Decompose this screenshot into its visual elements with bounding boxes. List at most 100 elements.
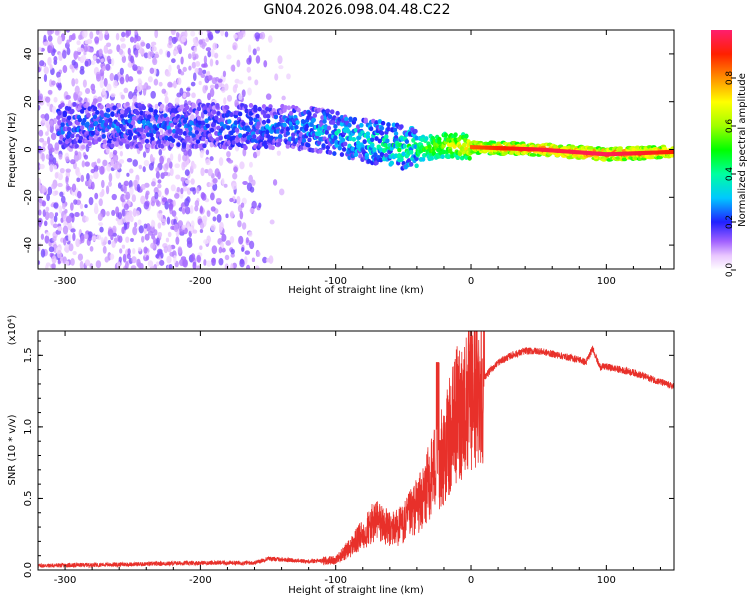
heatmap-noise-cell — [215, 59, 219, 66]
heatmap-noise-cell — [249, 161, 253, 168]
heatmap-noise-cell — [136, 70, 143, 75]
snr-ytick-label: 1.5 — [23, 347, 34, 363]
heatmap-ridge-cell — [657, 155, 663, 160]
heatmap-noise-cell — [208, 182, 214, 187]
heatmap-noise-cell — [168, 64, 172, 73]
heatmap-core-cell — [502, 146, 505, 151]
heatmap-noise-cell — [169, 153, 174, 161]
heatmap-noise-cell — [140, 195, 146, 205]
heatmap-noise-cell — [77, 253, 84, 261]
heatmap-noise-cell — [231, 182, 238, 190]
heatmap-noise-cell — [119, 150, 123, 157]
heatmap-ridge-cell — [115, 121, 121, 127]
heatmap-noise-cell — [49, 79, 53, 87]
heatmap-ridge-cell — [310, 147, 315, 153]
heatmap-core-cell — [560, 149, 563, 154]
heatmap-noise-cell — [100, 57, 105, 63]
heatmap-noise-cell — [121, 226, 125, 235]
heatmap-ridge-cell — [250, 137, 256, 143]
heatmap-ridge-cell — [66, 115, 72, 121]
heatmap-ridge-cell — [320, 115, 325, 120]
heatmap-core-cell — [671, 149, 674, 154]
heatmap-noise-cell — [150, 242, 156, 249]
heatmap-noise-cell — [163, 245, 169, 254]
heatmap-ridge-cell — [285, 126, 290, 132]
heatmap-noise-cell — [47, 45, 53, 54]
heatmap-noise-cell — [46, 136, 51, 145]
heatmap-core-cell — [556, 148, 559, 153]
heatmap-ridge-cell — [424, 136, 429, 141]
heatmap-noise-cell — [151, 181, 156, 187]
heatmap-noise-cell — [47, 186, 53, 196]
heatmap-core-cell — [652, 150, 655, 155]
heatmap-noise-cell — [140, 183, 146, 191]
heatmap-core-cell — [539, 147, 542, 152]
heatmap-core-cell — [629, 151, 632, 156]
heatmap-noise-cell — [210, 192, 215, 201]
heatmap-ridge-cell — [141, 105, 147, 111]
heatmap-noise-cell — [203, 259, 207, 266]
heatmap-ridge-cell — [68, 137, 73, 143]
heatmap-ridge-cell — [530, 153, 537, 157]
heatmap-noise-cell — [278, 65, 284, 70]
heatmap-noise-cell — [191, 61, 197, 69]
heatmap-ridge-cell — [160, 143, 165, 149]
heatmap-core-cell — [595, 151, 599, 156]
heatmap-ridge-cell — [93, 139, 99, 145]
heatmap-core-cell — [575, 150, 578, 155]
heatmap-noise-cell — [82, 30, 88, 38]
heatmap-noise-cell — [183, 149, 189, 156]
heatmap-ridge-cell — [176, 142, 181, 148]
heatmap-noise-cell — [221, 247, 226, 253]
heatmap-ridge-cell — [306, 142, 311, 148]
heatmap-noise-cell — [54, 172, 59, 179]
heatmap-noise-cell — [38, 246, 41, 252]
heatmap-noise-cell — [205, 37, 210, 43]
heatmap-ridge-cell — [237, 111, 243, 117]
heatmap-noise-cell — [277, 55, 283, 65]
heatmap-noise-cell — [54, 142, 60, 151]
snr-ylabel: SNR (10 * v/v) — [7, 414, 18, 485]
heatmap-noise-cell — [165, 162, 169, 169]
heatmap-noise-cell — [229, 236, 235, 244]
heatmap-noise-cell — [52, 157, 57, 165]
heatmap-core-cell — [491, 145, 494, 150]
heatmap-noise-cell — [125, 73, 130, 83]
heatmap-noise-cell — [84, 161, 90, 167]
heatmap-core-cell — [599, 151, 603, 156]
heatmap-noise-cell — [186, 220, 190, 228]
heatmap-ridge-cell — [78, 135, 84, 141]
heatmap-noise-cell — [147, 260, 154, 268]
heatmap-ridge-cell — [263, 144, 269, 150]
heatmap-core-cell — [545, 148, 548, 153]
heatmap-noise-cell — [71, 78, 76, 87]
heatmap-noise-cell — [105, 185, 110, 195]
heatmap-noise-cell — [248, 174, 253, 183]
heatmap-core-cell — [559, 149, 562, 154]
heatmap-noise-cell — [201, 215, 208, 224]
heatmap-noise-cell — [200, 167, 205, 177]
heatmap-ridge-cell — [209, 127, 215, 133]
heatmap-ridge-cell — [437, 139, 442, 145]
heatmap-noise-cell — [125, 212, 132, 221]
heatmap-noise-cell — [184, 206, 191, 215]
heatmap-noise-cell — [43, 66, 49, 75]
heatmap-ridge-cell — [278, 134, 283, 139]
heatmap-noise-cell — [209, 141, 214, 148]
heatmap-noise-cell — [258, 202, 262, 209]
heatmap-ridge-cell — [379, 125, 385, 131]
heatmap-ridge-cell — [248, 103, 254, 108]
heatmap-noise-cell — [99, 226, 104, 233]
heatmap-noise-cell — [143, 159, 150, 167]
colorbar-tick-label: 0.2 — [725, 215, 735, 229]
heatmap-noise-cell — [83, 154, 89, 160]
heatmap-noise-cell — [143, 246, 148, 254]
heatmap-ridge-cell — [102, 139, 108, 145]
heatmap-ridge-cell — [248, 120, 254, 126]
heatmap-core-cell — [622, 151, 626, 156]
heatmap-ridge-cell — [138, 143, 143, 149]
heatmap-core-cell — [602, 152, 605, 157]
heatmap-core-cell — [643, 150, 646, 155]
heatmap-ridge-cell — [242, 133, 247, 139]
heatmap-noise-cell — [148, 162, 154, 171]
